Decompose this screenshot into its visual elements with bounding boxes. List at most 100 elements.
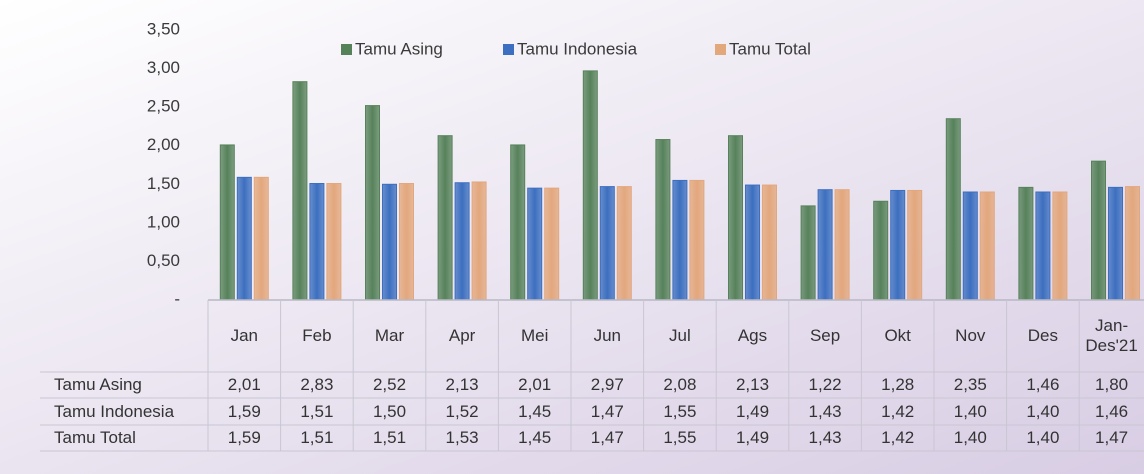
bar — [890, 189, 906, 301]
table-value: 2,97 — [590, 375, 624, 394]
bar — [834, 189, 850, 301]
table-value: 2,01 — [518, 375, 552, 394]
x-tick-label: Feb — [302, 326, 332, 345]
table-value: 2,13 — [735, 375, 770, 394]
table-value: 2,83 — [300, 375, 334, 394]
x-tick-label: Ags — [737, 326, 768, 345]
bar — [1018, 186, 1034, 301]
table-value: 2,13 — [445, 375, 479, 394]
bar — [907, 189, 923, 301]
bar — [510, 144, 526, 301]
bar — [1091, 160, 1106, 301]
table-value: 1,22 — [808, 375, 842, 394]
y-tick-label: - — [174, 289, 180, 308]
table-value: 2,52 — [372, 375, 407, 394]
x-tick-label: Okt — [884, 326, 911, 345]
table-value: 1,40 — [953, 401, 987, 421]
x-tick-label: Apr — [448, 326, 476, 345]
table-value: 1,59 — [227, 401, 261, 421]
table-value: 1,42 — [881, 401, 915, 421]
bar — [1035, 191, 1051, 301]
table-value: 1,80 — [1095, 375, 1129, 394]
legend-swatch — [715, 44, 726, 55]
table-row-label: Tamu Total — [54, 428, 136, 447]
bar — [365, 105, 380, 301]
table-value: 1,49 — [735, 428, 770, 447]
x-tick-label: Jun — [593, 326, 621, 345]
table-value: 1,49 — [735, 401, 770, 421]
table-value: 1,40 — [1026, 428, 1060, 447]
y-tick-label: 2,50 — [147, 97, 180, 116]
y-tick-label: 3,50 — [147, 19, 180, 38]
bar — [399, 183, 414, 301]
x-tick-label: Mar — [374, 326, 405, 345]
legend-swatch — [341, 44, 352, 55]
y-tick-label: 1,50 — [147, 174, 180, 193]
bar — [236, 176, 252, 301]
bar — [745, 184, 760, 301]
table-value: 2,08 — [663, 375, 697, 394]
x-tick-label: Jul — [669, 326, 691, 345]
table-value: 1,28 — [881, 375, 915, 394]
legend-swatch — [503, 44, 514, 55]
table-value: 1,46 — [1095, 401, 1129, 421]
table-value: 2,01 — [227, 375, 261, 394]
bar — [471, 181, 487, 301]
table-value: 1,45 — [518, 401, 552, 421]
y-tick-label: 0,50 — [147, 251, 180, 270]
bar — [219, 144, 235, 301]
table-value: 1,40 — [953, 428, 987, 447]
bar — [326, 183, 342, 301]
bar — [962, 191, 978, 301]
table-row-label: Tamu Asing — [54, 375, 142, 394]
bar — [253, 176, 269, 301]
x-tick-label: Des — [1027, 326, 1058, 345]
bar — [800, 205, 816, 301]
legend-label: Tamu Indonesia — [517, 39, 638, 58]
bar — [1125, 186, 1140, 301]
y-tick-label: 3,00 — [147, 58, 180, 77]
x-tick-label: Nov — [955, 326, 986, 345]
table-value: 1,43 — [808, 401, 842, 421]
bar — [382, 183, 397, 301]
x-tick-label: Jan-Des'21 — [1085, 316, 1138, 355]
bar — [544, 187, 560, 301]
bar — [309, 183, 325, 301]
bar — [582, 70, 598, 301]
legend-label: Tamu Asing — [355, 39, 443, 58]
legend-label: Tamu Total — [729, 39, 811, 58]
x-tick-label: Sep — [809, 326, 841, 345]
table-value: 1,55 — [663, 428, 697, 447]
bar — [454, 182, 470, 301]
bar — [762, 184, 777, 301]
bar — [728, 135, 743, 301]
table-value: 2,35 — [953, 375, 987, 394]
bar — [689, 179, 705, 301]
bar — [1052, 191, 1068, 301]
bar — [979, 191, 995, 301]
y-tick-label: 2,00 — [147, 135, 180, 154]
table-value: 1,50 — [372, 401, 407, 421]
table-value: 1,53 — [445, 428, 479, 447]
table-value: 1,51 — [300, 428, 334, 447]
x-tick-label: Mei — [520, 326, 549, 345]
table-value: 1,46 — [1026, 375, 1060, 394]
table-value: 1,55 — [663, 401, 697, 421]
table-value: 1,51 — [372, 428, 407, 447]
bar — [1108, 186, 1123, 301]
bar — [655, 139, 671, 301]
table-value: 1,52 — [445, 401, 479, 421]
table-value: 1,59 — [227, 428, 261, 447]
bar — [817, 189, 833, 301]
bar — [292, 81, 308, 301]
bar — [672, 179, 688, 301]
table-value: 1,47 — [1095, 428, 1129, 447]
table-value: 1,42 — [881, 428, 915, 447]
table-value: 1,47 — [590, 401, 624, 421]
bar — [599, 186, 615, 301]
table-row-label: Tamu Indonesia — [54, 401, 175, 421]
x-tick-label: Jan — [230, 326, 258, 345]
table-value: 1,51 — [300, 401, 334, 421]
